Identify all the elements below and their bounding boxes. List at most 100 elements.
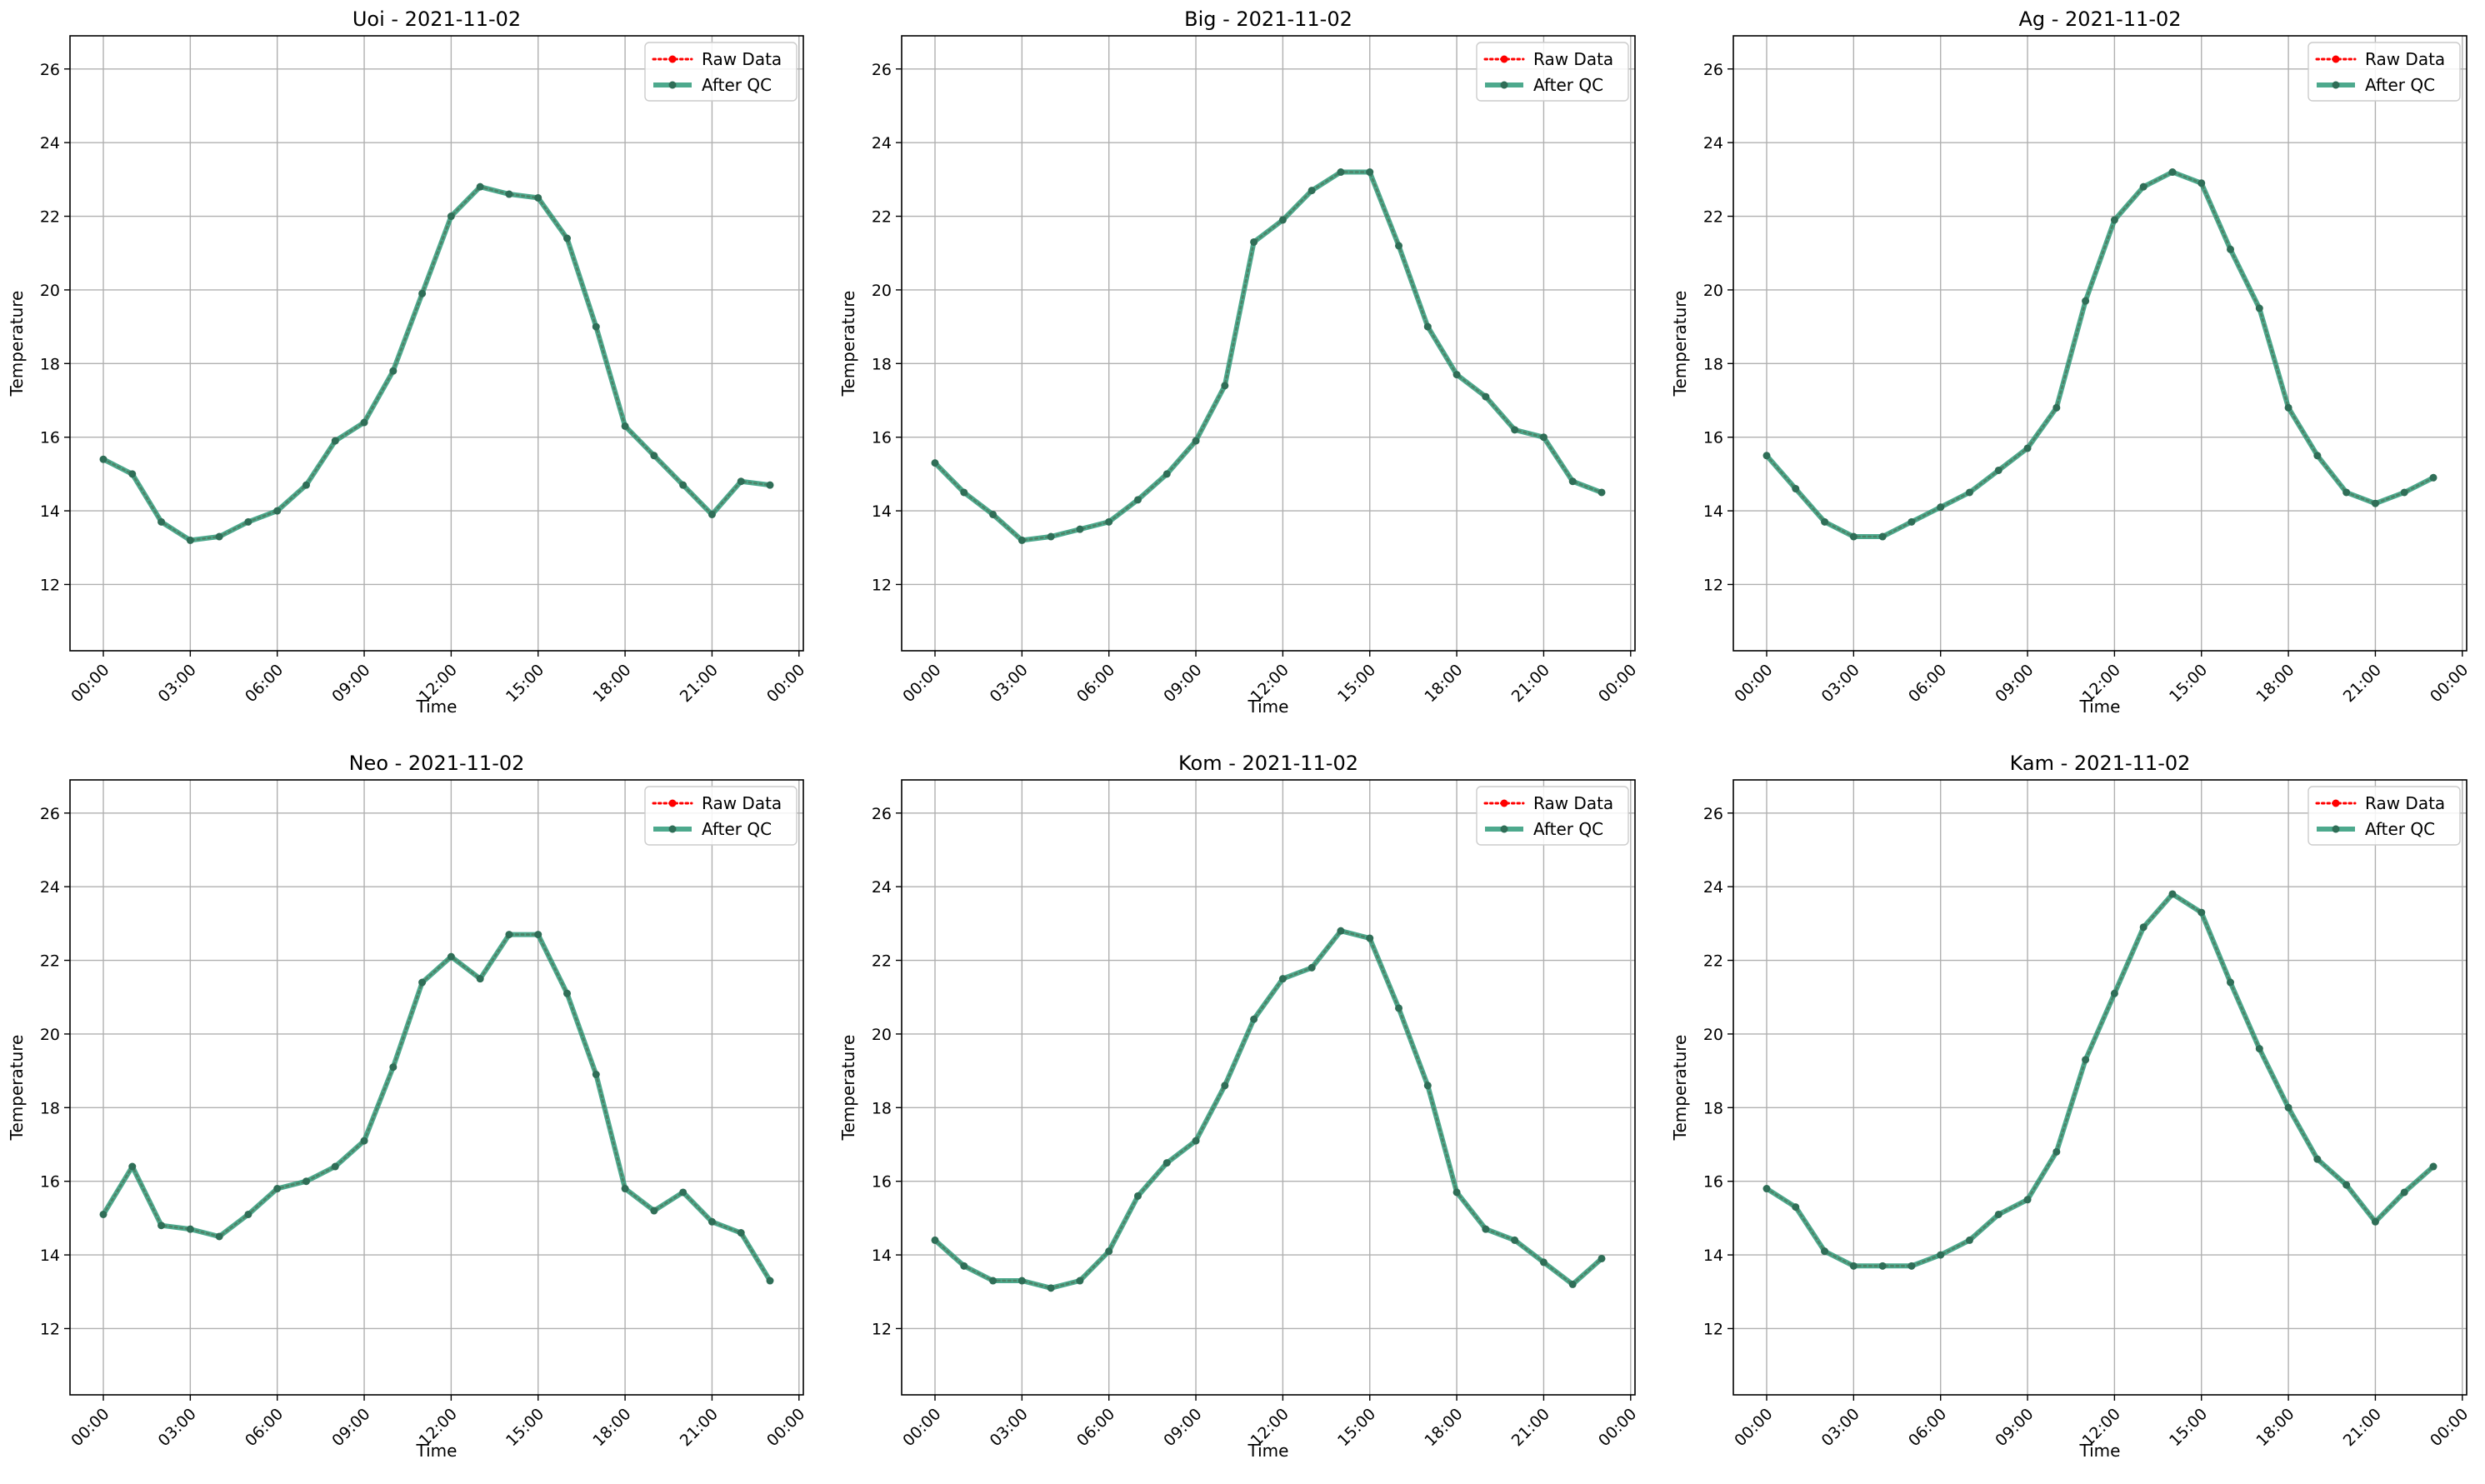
y-tick-label: 12 [872, 576, 892, 594]
y-tick-label: 12 [872, 1320, 892, 1338]
after-qc-point [1221, 382, 1229, 390]
y-tick-label: 20 [1703, 282, 1723, 300]
after-qc-point [2255, 304, 2263, 312]
after-qc-point [1821, 517, 1829, 526]
y-tick-label: 18 [1703, 355, 1723, 373]
after-qc-point [244, 1210, 252, 1218]
y-tick-label: 20 [872, 1026, 892, 1044]
y-tick-label: 20 [872, 282, 892, 300]
after-qc-point [2371, 1217, 2379, 1226]
y-tick-label: 22 [872, 952, 892, 971]
after-qc-point [186, 1225, 194, 1233]
after-qc-point [621, 1185, 629, 1193]
after-qc-point [989, 510, 998, 518]
after-qc-point [1308, 187, 1316, 195]
after-qc-point [679, 481, 688, 489]
after-qc-point [1908, 1262, 1916, 1270]
y-tick-label: 26 [1703, 805, 1723, 823]
after-qc-point [1965, 1236, 1973, 1244]
after-qc-point [1762, 1185, 1771, 1193]
after-qc-point [2313, 1155, 2322, 1163]
axes-frame [901, 35, 1636, 652]
after-qc-point [679, 1188, 688, 1197]
legend-raw-marker [1500, 55, 1508, 63]
after-qc-point [1965, 488, 1973, 497]
after-qc-point [158, 1222, 166, 1230]
after-qc-point [2198, 908, 2206, 917]
after-qc-point [563, 989, 572, 997]
after-qc-point [331, 437, 339, 445]
legend-raw-marker [2332, 799, 2340, 807]
after-qc-point [1849, 532, 1858, 541]
x-tick-label: 06:00 [1905, 1405, 1950, 1450]
after-qc-line [1764, 892, 2436, 1269]
legend: Raw Data After QC [644, 42, 798, 102]
after-qc-line [101, 184, 772, 543]
panel-title: Neo - 2021-11-02 [349, 752, 525, 775]
y-tick-label: 18 [40, 1099, 60, 1117]
after-qc-point [1423, 322, 1432, 331]
y-tick-label: 18 [1703, 1099, 1723, 1117]
after-qc-point [621, 422, 629, 430]
after-qc-point [2023, 444, 2032, 452]
after-qc-point [1192, 1137, 1200, 1145]
y-tick-label: 12 [40, 1320, 60, 1338]
after-qc-point [1539, 1258, 1548, 1267]
legend-raw-marker [1500, 799, 1508, 807]
legend-qc-label: After QC [2365, 75, 2435, 95]
legend-raw-label: Raw Data [2365, 49, 2445, 69]
x-tick-label: 09:00 [328, 661, 373, 706]
after-qc-point [2400, 488, 2408, 497]
after-qc-point [1511, 1236, 1519, 1244]
after-qc-point [1395, 1004, 1403, 1012]
y-tick-label: 14 [1703, 1247, 1723, 1265]
y-tick-label: 18 [872, 1099, 892, 1117]
after-qc-point [418, 289, 427, 297]
y-tick-label: 26 [872, 805, 892, 823]
x-tick-label: 03:00 [155, 661, 200, 706]
after-qc-point [302, 481, 310, 489]
after-qc-point [2400, 1188, 2408, 1197]
x-tick-label: 15:00 [1334, 1405, 1379, 1450]
x-tick-label: 15:00 [502, 661, 548, 706]
x-tick-label: 03:00 [1818, 1405, 1863, 1450]
after-qc-point [1792, 485, 1800, 493]
after-qc-point [766, 1277, 774, 1285]
after-qc-point [1937, 1251, 1945, 1259]
after-qc-point [2313, 452, 2322, 460]
axes-frame [901, 779, 1636, 1396]
x-tick-label: 15:00 [2166, 1405, 2211, 1450]
x-tick-label: 03:00 [1818, 661, 1863, 706]
after-qc-point [1366, 934, 1374, 942]
after-qc-point [215, 1232, 223, 1241]
after-qc-point [1568, 477, 1577, 486]
after-qc-point [1221, 1082, 1229, 1090]
y-tick-label: 20 [40, 282, 60, 300]
y-tick-label: 12 [1703, 576, 1723, 594]
after-qc-point [2198, 179, 2206, 187]
x-tick-label: 00:00 [1731, 661, 1776, 706]
legend-raw-marker [668, 55, 677, 63]
x-axis-label: Time [416, 1441, 458, 1461]
after-qc-point [2284, 403, 2292, 412]
legend: Raw Data After QC [2308, 42, 2461, 102]
after-qc-point [128, 1162, 137, 1171]
raw-data-line [1765, 171, 2435, 538]
after-qc-point [360, 1137, 368, 1145]
after-qc-point [563, 234, 572, 242]
legend-raw-label: Raw Data [702, 49, 782, 69]
after-qc-point [1762, 452, 1771, 460]
after-qc-point [1452, 371, 1461, 379]
x-tick-label: 09:00 [1160, 1405, 1205, 1450]
after-qc-point [273, 1185, 282, 1193]
y-tick-label: 16 [872, 429, 892, 447]
x-tick-label: 00:00 [899, 1405, 944, 1450]
after-qc-point [708, 510, 716, 518]
after-qc-point [1482, 1225, 1490, 1233]
y-tick-label: 12 [40, 576, 60, 594]
x-tick-label: 00:00 [68, 1405, 112, 1450]
after-qc-point [2139, 923, 2148, 932]
after-qc-point [1278, 216, 1287, 224]
after-qc-point [2023, 1196, 2032, 1204]
x-tick-label: 21:00 [677, 661, 722, 706]
